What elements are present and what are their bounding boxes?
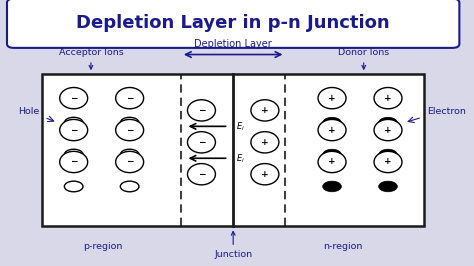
Text: Acceptor Ions: Acceptor Ions [59,48,123,69]
Circle shape [323,181,341,192]
Text: Junction: Junction [214,231,252,259]
Circle shape [64,149,83,160]
Circle shape [379,181,397,192]
Circle shape [64,181,83,192]
Ellipse shape [318,119,346,141]
Text: +: + [384,126,392,135]
Text: −: − [70,94,77,103]
Text: +: + [261,138,269,147]
Text: +: + [328,126,336,135]
Circle shape [323,149,341,160]
Circle shape [120,149,139,160]
Circle shape [379,149,397,160]
Circle shape [379,117,397,128]
Ellipse shape [251,132,279,153]
Text: −: − [198,106,205,115]
Text: −: − [126,94,133,103]
Ellipse shape [60,88,88,109]
Text: +: + [328,157,336,167]
Ellipse shape [60,151,88,173]
Text: −: − [126,157,133,167]
Ellipse shape [60,119,88,141]
Text: n-region: n-region [323,242,363,251]
Text: −: − [70,157,77,167]
Text: Hole: Hole [18,107,40,117]
Text: +: + [328,94,336,103]
Bar [42,74,424,226]
Ellipse shape [374,151,402,173]
Ellipse shape [374,119,402,141]
Text: $E_i$: $E_i$ [236,120,245,132]
Ellipse shape [188,132,216,153]
Text: Depletion Layer in p-n Junction: Depletion Layer in p-n Junction [76,14,390,32]
Text: Donor Ions: Donor Ions [338,48,389,69]
Ellipse shape [116,88,144,109]
Ellipse shape [318,151,346,173]
Circle shape [323,117,341,128]
Ellipse shape [188,100,216,121]
Text: −: − [198,170,205,179]
Text: −: − [198,138,205,147]
Circle shape [120,181,139,192]
Text: +: + [384,157,392,167]
Text: +: + [384,94,392,103]
Circle shape [120,117,139,128]
Ellipse shape [188,164,216,185]
Text: Depletion Layer: Depletion Layer [194,39,272,49]
Text: −: − [126,126,133,135]
Text: p-region: p-region [83,242,122,251]
Ellipse shape [116,119,144,141]
Ellipse shape [116,151,144,173]
Ellipse shape [374,88,402,109]
Text: +: + [261,106,269,115]
Text: $E_i$: $E_i$ [236,152,245,164]
Ellipse shape [251,100,279,121]
Ellipse shape [318,88,346,109]
Text: Electron: Electron [427,107,465,117]
Text: −: − [70,126,77,135]
Ellipse shape [251,164,279,185]
FancyBboxPatch shape [7,0,459,48]
Circle shape [64,117,83,128]
Text: +: + [261,170,269,179]
